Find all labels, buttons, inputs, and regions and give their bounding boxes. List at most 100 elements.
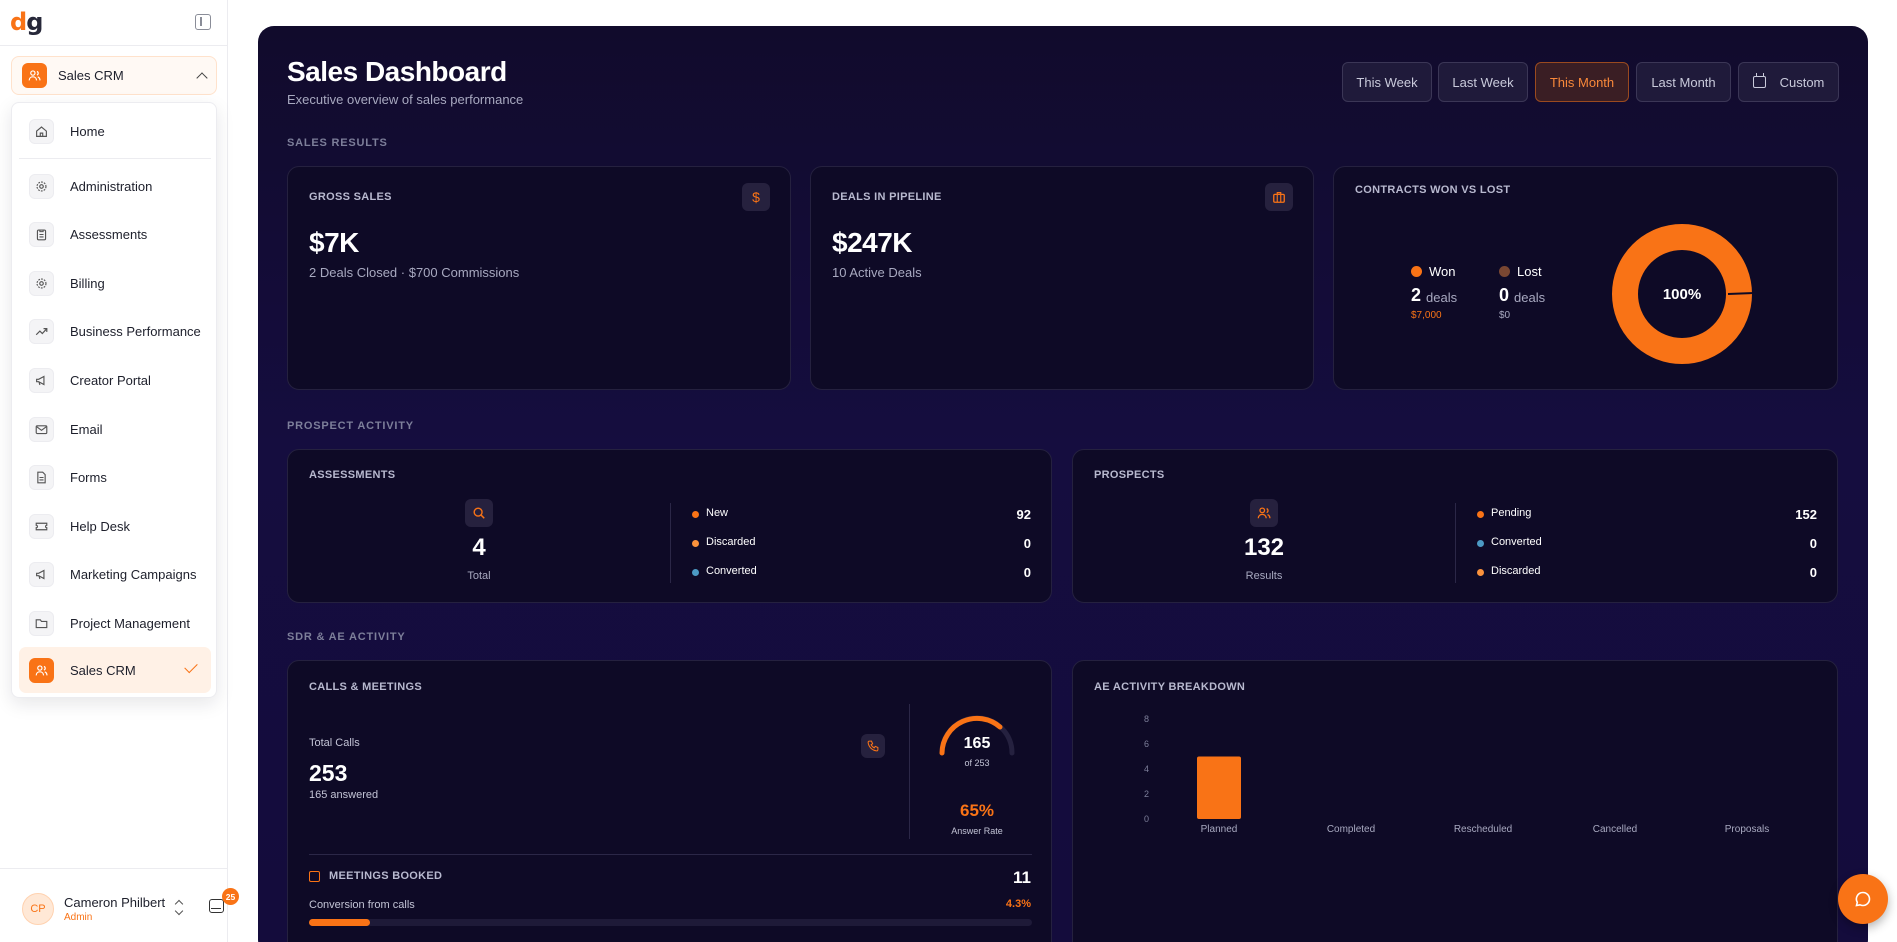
- menu-item-administration[interactable]: Administration: [19, 163, 211, 209]
- answer-rate-label: Answer Rate: [951, 826, 1003, 836]
- folder-icon: [29, 610, 54, 636]
- mail-icon: [29, 416, 54, 442]
- section-label-prospect-activity: PROSPECT ACTIVITY: [287, 420, 414, 432]
- assessments-row-value: 92: [1016, 507, 1031, 522]
- lost-amount: $0: [1499, 310, 1511, 321]
- status-dot: [1477, 540, 1484, 547]
- search-icon: [465, 499, 493, 527]
- menu-item-creator-portal[interactable]: Creator Portal: [19, 357, 211, 403]
- conversion-progress-fill: [309, 919, 371, 926]
- page-title: Sales Dashboard: [287, 56, 507, 87]
- prospects-total: 132: [1243, 534, 1285, 561]
- assessments-card: ASSESSMENTS 4 Total New 92 Discarded 0 C…: [287, 449, 1052, 603]
- x-tick-label: Rescheduled: [1454, 824, 1512, 835]
- prospects-row-value: 152: [1795, 507, 1817, 522]
- user-role: Admin: [64, 912, 93, 923]
- divider: [909, 704, 910, 839]
- menu-item-billing[interactable]: Billing: [19, 260, 211, 306]
- divider: [0, 45, 228, 46]
- answered-calls: 165 answered: [309, 789, 379, 801]
- card-title: PROSPECTS: [1094, 469, 1165, 481]
- menu-item-business-performance[interactable]: Business Performance: [19, 308, 211, 354]
- check-icon: [184, 659, 198, 674]
- app-switcher-label: Sales CRM: [58, 68, 124, 83]
- user-bar: CP Cameron Philbert Admin 25: [0, 868, 239, 942]
- chat-button[interactable]: [1838, 874, 1888, 924]
- range-last-month-button[interactable]: Last Month: [1636, 62, 1731, 102]
- app-logo[interactable]: dg: [10, 10, 43, 34]
- y-tick-label: 0: [1144, 814, 1149, 824]
- contracts-card: CONTRACTS WON VS LOST Won 2 deals $7,000…: [1333, 166, 1838, 390]
- gear-icon: [29, 270, 54, 296]
- chevron-up-down-icon[interactable]: [174, 899, 184, 917]
- x-tick-label: Planned: [1201, 824, 1238, 835]
- menu-item-label: Billing: [70, 275, 105, 291]
- briefcase-icon: [1265, 183, 1293, 211]
- prospects-row-value: 0: [1809, 536, 1817, 551]
- divider: [19, 158, 211, 159]
- inbox-icon[interactable]: [209, 899, 224, 913]
- chat-bubble-icon: [1855, 891, 1871, 907]
- divider: [670, 503, 671, 583]
- users-icon: [1250, 499, 1278, 527]
- home-icon: [29, 118, 54, 144]
- range-custom-button[interactable]: Custom: [1738, 62, 1839, 102]
- range-last-week-button[interactable]: Last Week: [1438, 62, 1528, 102]
- section-label-sales-results: SALES RESULTS: [287, 137, 388, 149]
- divider: [309, 854, 1032, 855]
- menu-item-help-desk[interactable]: Help Desk: [19, 503, 211, 549]
- menu-item-project-management[interactable]: Project Management: [19, 600, 211, 646]
- donut-lost-segment: [1727, 292, 1755, 295]
- status-dot: [692, 540, 699, 547]
- app-switcher[interactable]: Sales CRM: [11, 56, 217, 95]
- x-tick-label: Proposals: [1725, 824, 1769, 835]
- won-amount: $7,000: [1411, 310, 1442, 321]
- bar-planned[interactable]: [1197, 756, 1241, 820]
- ticket-icon: [29, 513, 54, 539]
- chevron-up-icon: [196, 71, 208, 84]
- section-label-sdr-ae-activity: SDR & AE ACTIVITY: [287, 631, 406, 643]
- assessments-row-label: Converted: [706, 565, 757, 577]
- document-icon: [29, 464, 54, 490]
- page-subtitle: Executive overview of sales performance: [287, 92, 524, 107]
- won-lost-donut: 100%: [1612, 224, 1755, 364]
- avatar[interactable]: CP: [22, 893, 54, 925]
- menu-item-label: Business Performance: [70, 323, 201, 339]
- prospects-card: PROSPECTS 132 Results Pending 152 Conver…: [1072, 449, 1838, 603]
- assessments-row-value: 0: [1023, 536, 1031, 551]
- y-tick-label: 4: [1144, 764, 1149, 774]
- x-tick-label: Completed: [1327, 824, 1375, 835]
- menu-item-assessments[interactable]: Assessments: [19, 211, 211, 257]
- status-dot: [692, 569, 699, 576]
- ae-activity-bar-chart: 0 2 4 6 8 Planned Completed Rescheduled Cancelle…: [1144, 714, 1769, 835]
- menu-item-marketing-campaigns[interactable]: Marketing Campaigns: [19, 551, 211, 597]
- phone-icon: [861, 734, 885, 758]
- menu-item-home[interactable]: Home: [19, 108, 211, 154]
- prospects-total-label: Results: [1245, 570, 1283, 582]
- menu-item-label: Creator Portal: [70, 372, 151, 388]
- menu-item-email[interactable]: Email: [19, 406, 211, 452]
- menu-item-label: Forms: [70, 469, 107, 485]
- sidebar-collapse-icon[interactable]: [195, 14, 211, 30]
- pipeline-detail: 10 Active Deals: [832, 265, 922, 280]
- notification-badge: 25: [222, 888, 239, 905]
- won-legend-dot: [1411, 266, 1422, 277]
- gross-sales-detail: 2 Deals Closed · $700 Commissions: [309, 265, 520, 280]
- range-this-week-button[interactable]: This Week: [1342, 62, 1432, 102]
- y-tick-label: 2: [1144, 789, 1149, 799]
- status-dot: [1477, 569, 1484, 576]
- conversion-label: Conversion from calls: [309, 899, 415, 911]
- assessments-total: 4: [472, 534, 486, 561]
- calendar-icon: [1752, 73, 1766, 88]
- won-unit: deals: [1426, 290, 1458, 305]
- prospects-row-label: Discarded: [1491, 565, 1541, 577]
- range-this-month-button[interactable]: This Month: [1535, 62, 1629, 102]
- donut-center-label: 100%: [1663, 286, 1701, 303]
- menu-item-sales-crm[interactable]: Sales CRM: [19, 647, 211, 693]
- gauge-value: 165: [963, 735, 991, 752]
- menu-item-forms[interactable]: Forms: [19, 454, 211, 500]
- menu-item-label: Home: [70, 123, 105, 139]
- prospects-row-value: 0: [1809, 565, 1817, 580]
- lost-unit: deals: [1514, 290, 1546, 305]
- megaphone-icon: [29, 367, 54, 393]
